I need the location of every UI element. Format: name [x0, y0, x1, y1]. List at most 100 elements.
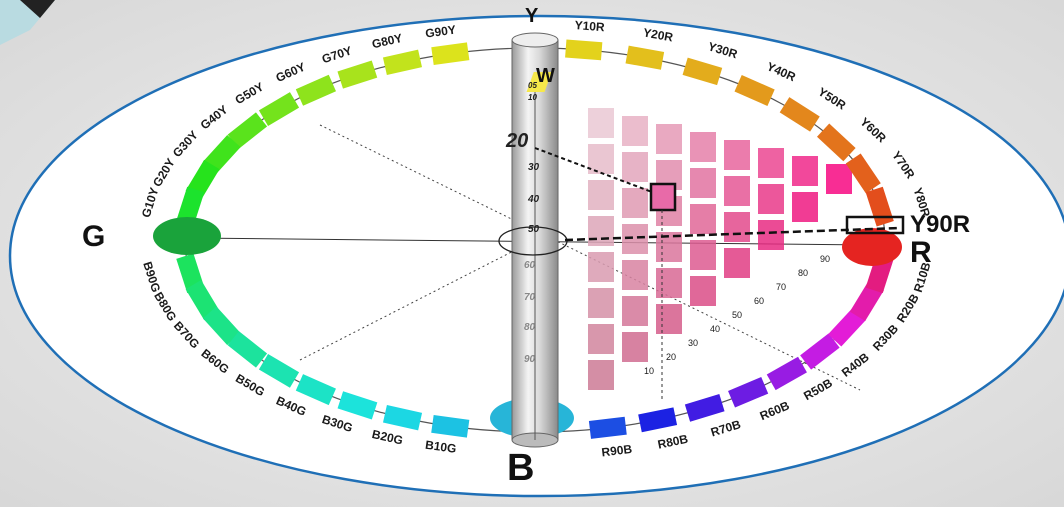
nuance-block [656, 268, 682, 298]
nuance-block [724, 140, 750, 170]
hue-patch-y60r [816, 123, 856, 162]
hue-patch-g80y [382, 49, 423, 76]
nuance-block [690, 132, 716, 162]
hue-patch-b80g [185, 280, 220, 321]
chroma-mark: 20 [666, 352, 676, 362]
nuance-block [758, 184, 784, 214]
grey-scale-cylinder [511, 32, 559, 448]
hue-guide-line [564, 226, 901, 242]
nuance-block [588, 216, 614, 246]
hue-patch-r60b [728, 376, 769, 408]
nuance-block [622, 332, 648, 362]
nuance-block [792, 192, 818, 222]
nuance-block [588, 360, 614, 390]
nuance-block [588, 108, 614, 138]
hue-patch-g10y [176, 186, 205, 227]
nuance-block [656, 304, 682, 334]
red-primary-patch [842, 228, 902, 266]
nuance-block [588, 144, 614, 174]
w-letter: W [536, 65, 555, 87]
grey-scale-mark: 30 [528, 162, 540, 173]
chroma-mark: 50 [732, 310, 742, 320]
nuance-block [758, 220, 784, 250]
g-letter: G [82, 220, 105, 253]
grey-scale-mark: 05 [528, 81, 537, 90]
grey-scale-labels: 05 10 30 40 50 60 70 80 90 [524, 81, 540, 365]
hue-patch-g40y [227, 112, 268, 149]
blackness-20-label: 20 [505, 130, 528, 152]
hue-patch-b40g [295, 374, 336, 406]
hue-patch-g50y [258, 92, 300, 126]
nuance-block [690, 276, 716, 306]
nuance-block [656, 124, 682, 154]
corner-decoration-dark [20, 0, 55, 18]
hue-patch-r40b [800, 333, 840, 370]
grey-scale-mark-lower: 90 [524, 354, 536, 365]
chroma-mark: 30 [688, 338, 698, 348]
grey-scale-mark: 10 [528, 93, 537, 102]
chroma-mark: 80 [798, 268, 808, 278]
hue-patch-r70b [684, 394, 725, 422]
hue-label-r80b: R80B [656, 432, 689, 452]
hue-label-g90y: G90Y [424, 23, 456, 41]
hue-patch-g90y [431, 42, 470, 66]
nuance-triangle: 90 80 70 60 50 40 30 20 10 [588, 108, 852, 390]
hue-patch-b60g [227, 331, 268, 368]
green-primary-patch [153, 217, 221, 255]
nuance-block [622, 116, 648, 146]
highlight-hue-box [845, 215, 905, 235]
hue-patch-g70y [337, 60, 378, 89]
hue-patch-r50b [766, 356, 807, 391]
nuance-block [690, 204, 716, 234]
hue-patch-r90b [588, 416, 627, 439]
nuance-block [724, 212, 750, 242]
nuance-block [588, 324, 614, 354]
chroma-mark: 60 [754, 296, 764, 306]
hue-patch-y10r [565, 39, 603, 61]
hue-patch-b30g [337, 391, 378, 420]
yellow-primary-patch [526, 72, 552, 92]
nuance-block [792, 156, 818, 186]
hue-patch-r20b [849, 280, 884, 321]
nuance-block [588, 180, 614, 210]
hue-patch-b20g [382, 404, 423, 431]
grey-scale-mark: 50 [528, 224, 540, 235]
grey-scale-mark-lower: 70 [524, 292, 536, 303]
chroma-mark: 40 [710, 324, 720, 334]
hue-label-y10r: Y10R [574, 18, 605, 34]
nuance-block [588, 252, 614, 282]
hue-label-b10g: B10G [424, 438, 457, 456]
chroma-mark: 90 [820, 254, 830, 264]
grey-scale-mark-lower: 60 [524, 260, 536, 271]
grey-scale-mark-lower: 80 [524, 322, 536, 333]
hue-patch-y50r [779, 97, 820, 132]
nuance-block [724, 176, 750, 206]
b-letter: B [507, 447, 534, 489]
selected-nuance-box [649, 182, 677, 212]
nuance-block [724, 248, 750, 278]
nuance-block [588, 288, 614, 318]
hue-patch-y40r [734, 74, 775, 106]
chroma-mark: 70 [776, 282, 786, 292]
grey-scale-mark: 40 [527, 194, 540, 205]
hue-label-b20g: B20G [371, 427, 405, 448]
hue-patches [176, 39, 894, 439]
nuance-block [690, 240, 716, 270]
nuance-block [622, 296, 648, 326]
nuance-block [622, 152, 648, 182]
nuance-block [758, 148, 784, 178]
nuance-block [690, 168, 716, 198]
hue-patch-r30b [828, 307, 866, 347]
hue-label-g80y: G80Y [371, 31, 404, 51]
hue-label-y20r: Y20R [642, 25, 674, 44]
hue-patch-g60y [295, 74, 337, 106]
nuance-block [826, 164, 852, 194]
hue-patch-b70g [203, 306, 241, 346]
nuance-block [622, 188, 648, 218]
highlight-hue-label: Y90R [910, 211, 970, 238]
y-top-letter: Y [525, 5, 539, 27]
hue-patch-b10g [431, 414, 470, 438]
chroma-mark: 10 [644, 366, 654, 376]
